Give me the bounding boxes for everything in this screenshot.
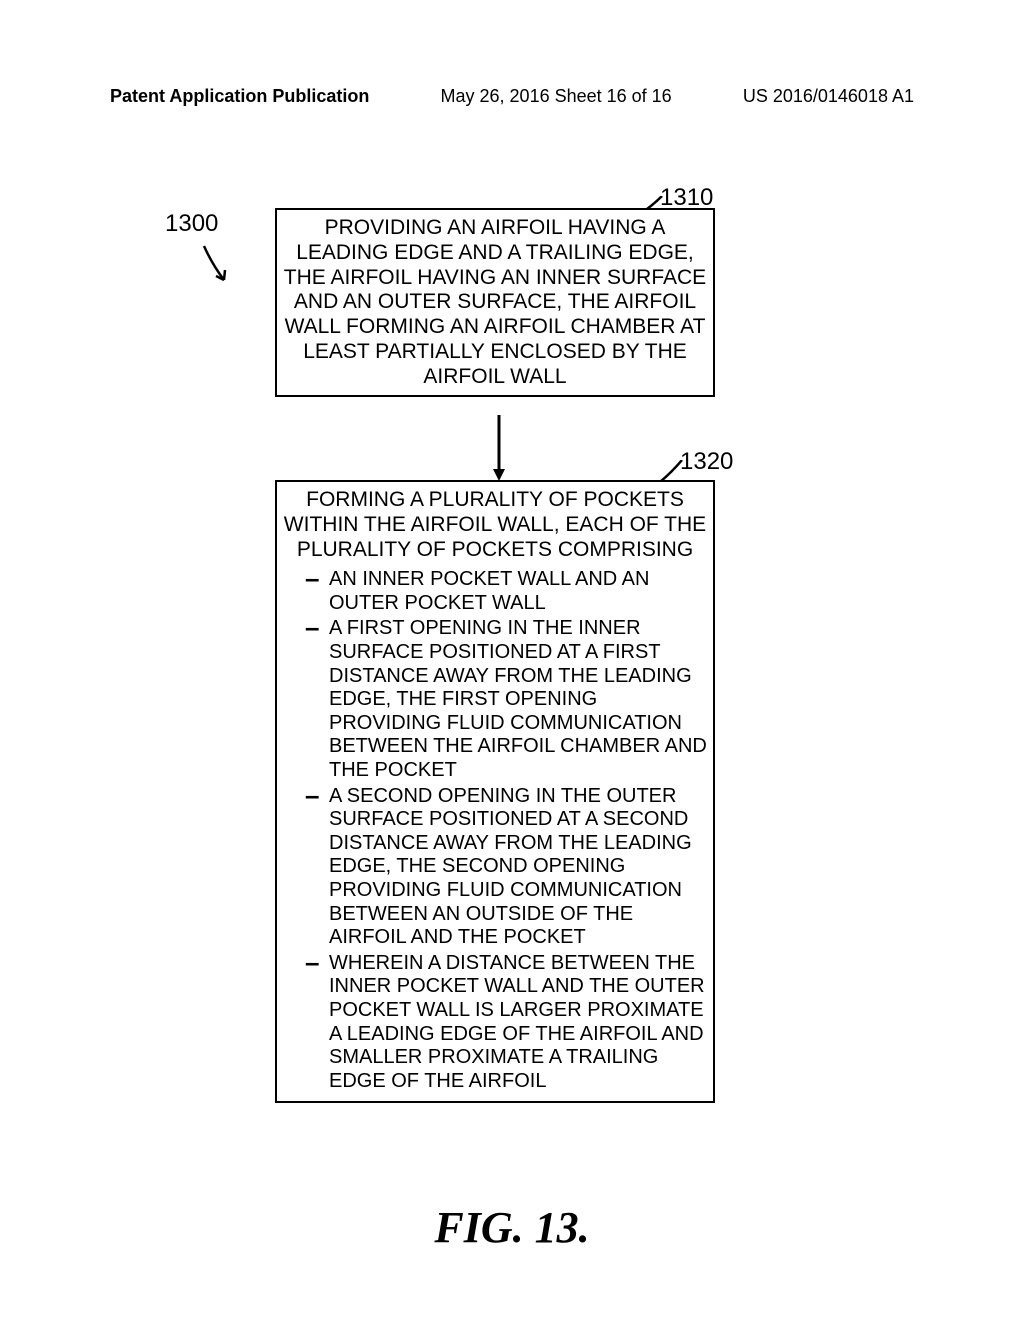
flow-step-1320-intro: FORMING A PLURALITY OF POCKETS WITHIN TH… — [283, 488, 707, 562]
flow-step-1310-text: PROVIDING AN AIRFOIL HAVING A LEADING ED… — [283, 216, 707, 389]
list-item: WHEREIN A DISTANCE BETWEEN THE INNER POC… — [305, 952, 707, 1094]
flow-step-1320-list: AN INNER POCKET WALL AND AN OUTER POCKET… — [283, 568, 707, 1093]
list-item: AN INNER POCKET WALL AND AN OUTER POCKET… — [305, 568, 707, 615]
list-item: A FIRST OPENING IN THE INNER SURFACE POS… — [305, 617, 707, 782]
flow-connector-arrow-icon — [493, 415, 505, 481]
ref-arrow-1300-icon — [198, 242, 238, 292]
header-left: Patent Application Publication — [110, 86, 369, 107]
page-header: Patent Application Publication May 26, 2… — [0, 86, 1024, 107]
list-item: A SECOND OPENING IN THE OUTER SURFACE PO… — [305, 785, 707, 950]
header-right: US 2016/0146018 A1 — [743, 86, 914, 107]
ref-num-1300: 1300 — [165, 210, 218, 238]
ref-num-1320: 1320 — [680, 448, 733, 476]
flow-step-1310: PROVIDING AN AIRFOIL HAVING A LEADING ED… — [275, 208, 715, 397]
figure-label: FIG. 13. — [0, 1202, 1024, 1253]
flow-step-1320: FORMING A PLURALITY OF POCKETS WITHIN TH… — [275, 480, 715, 1103]
header-mid: May 26, 2016 Sheet 16 of 16 — [441, 86, 672, 107]
